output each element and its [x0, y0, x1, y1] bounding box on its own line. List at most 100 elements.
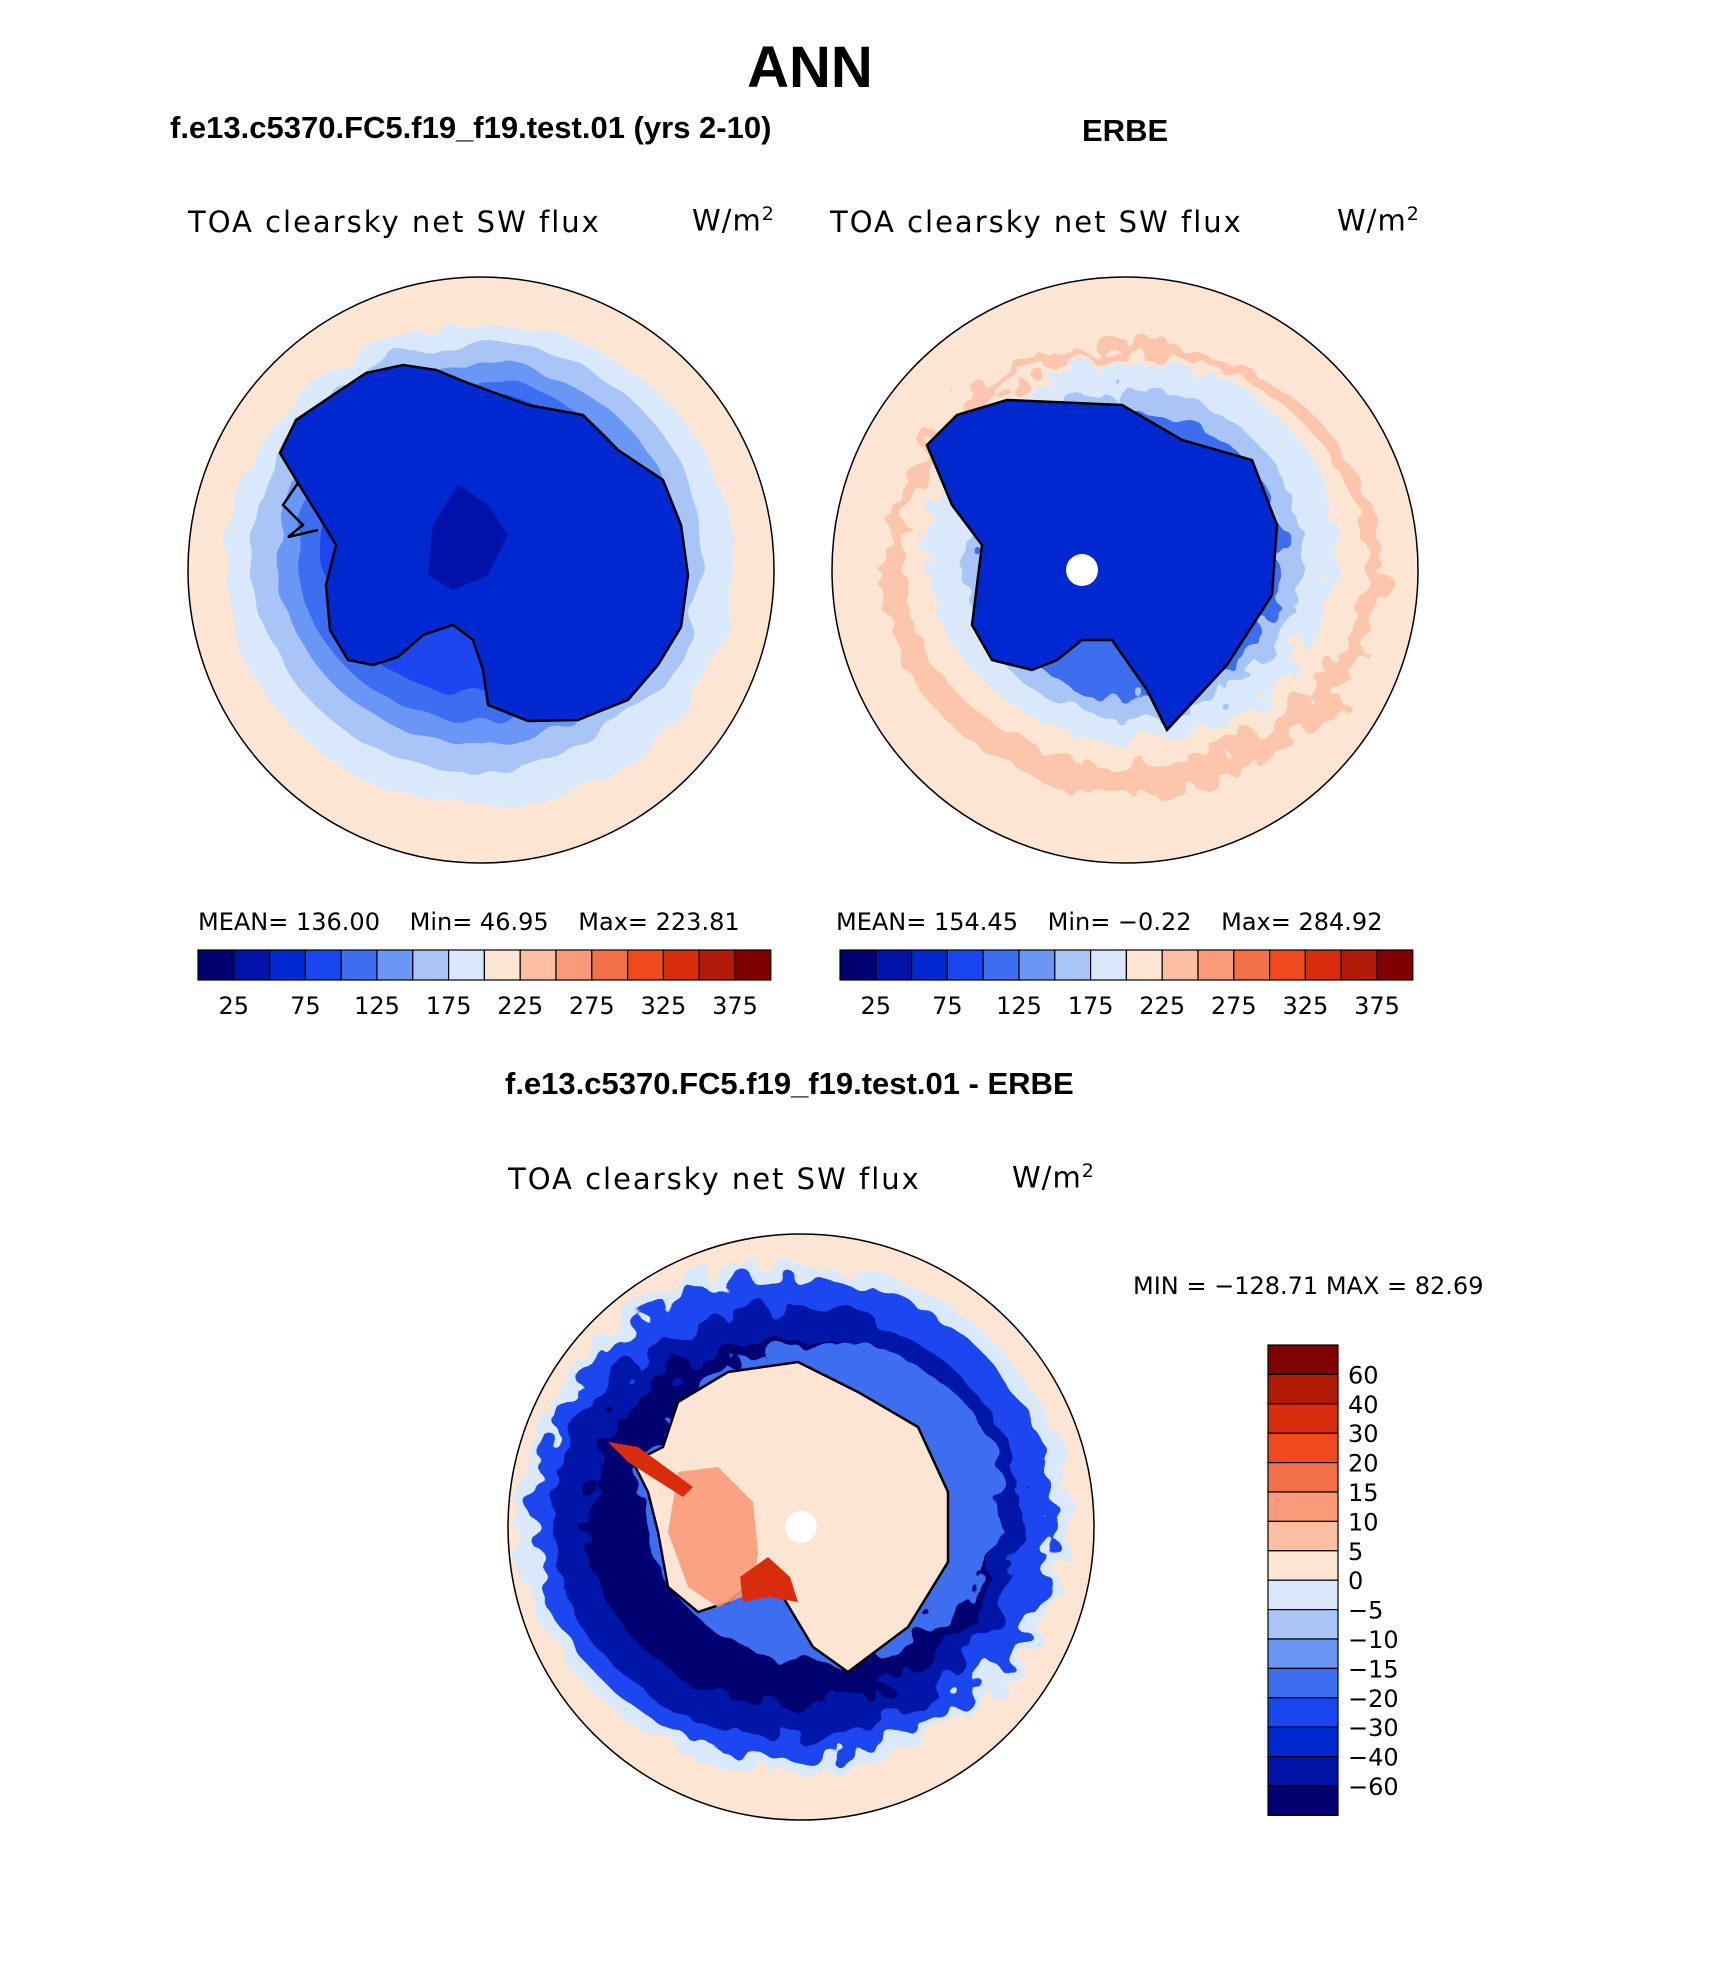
panel-1-max: Max= 223.81 — [578, 908, 740, 936]
panel-3-colorbar-tick-label: 60 — [1348, 1361, 1379, 1389]
panel-1-colorbar-swatch — [340, 949, 378, 981]
panel-3-title: f.e13.c5370.FC5.f19_f19.test.01 - ERBE — [505, 1066, 1074, 1101]
panel-1-units: W/m2 — [692, 203, 775, 238]
panel-3-colorbar-swatch — [1267, 1579, 1339, 1611]
panel-1-colorbar-swatch — [555, 949, 593, 981]
panel-3-colorbar-swatch — [1267, 1373, 1339, 1405]
panel-3-map — [507, 1233, 1095, 1821]
panel-3-colorbar-swatch — [1267, 1461, 1339, 1493]
panel-1-colorbar-swatch — [627, 949, 665, 981]
panel-2-stats: MEAN= 154.45 Min= −0.22 Max= 284.92 — [836, 908, 1382, 936]
panel-2-antarctica-coastline — [925, 398, 1279, 733]
panel-1-colorbar-tick-label: 175 — [426, 992, 472, 1020]
panel-2-colorbar-swatch — [875, 949, 913, 981]
panel-2-max: Max= 284.92 — [1221, 908, 1383, 936]
panel-3-colorbar-tick-label: 0 — [1348, 1567, 1363, 1595]
panel-2-colorbar-swatch — [1125, 949, 1163, 981]
panel-2-colorbar-swatch — [1018, 949, 1056, 981]
panel-1-colorbar-swatch — [197, 949, 235, 981]
panel-3-colorbar-swatch — [1267, 1344, 1339, 1375]
panel-2-map — [831, 276, 1419, 864]
panel-1-colorbar-swatch — [304, 949, 342, 981]
figure-title: ANN — [747, 35, 873, 100]
panel-3-pole-missing-data — [785, 1511, 817, 1543]
panel-3-colorbar-swatch — [1267, 1491, 1339, 1522]
panel-1-colorbar-tick-label: 25 — [219, 992, 250, 1020]
panel-3-colorbar-tick-label: 40 — [1348, 1391, 1379, 1419]
panel-3-positive-anomaly-peninsula — [608, 1442, 693, 1497]
panel-2-colorbar-swatch — [1304, 949, 1342, 981]
panel-3-positive-anomaly-ross — [740, 1557, 798, 1602]
panel-2-units: W/m2 — [1337, 203, 1420, 238]
panel-1-colorbar-tick-label: 125 — [354, 992, 400, 1020]
panel-3-colorbar-tick-label: 30 — [1348, 1420, 1379, 1448]
panel-1-colorbar-tick-label: 375 — [712, 992, 758, 1020]
panel-3-colorbar-swatch — [1267, 1550, 1339, 1581]
panel-1-mean: MEAN= 136.00 — [198, 908, 380, 936]
panel-3-colorbar-swatch — [1267, 1609, 1339, 1640]
panel-2-colorbar-tick-label: 275 — [1211, 992, 1257, 1020]
panel-1-title: f.e13.c5370.FC5.f19_f19.test.01 (yrs 2-1… — [170, 110, 772, 145]
panel-3-colorbar-tick-label: 15 — [1348, 1479, 1379, 1507]
panel-2-colorbar-swatch — [1340, 949, 1378, 981]
panel-2-colorbar-tick-label: 225 — [1139, 992, 1185, 1020]
panel-3-colorbar-tick-label: −10 — [1348, 1626, 1399, 1654]
panel-2-colorbar-tick-label: 175 — [1068, 992, 1114, 1020]
panel-1-peninsula-coast — [281, 482, 319, 539]
panel-3-colorbar-swatch — [1267, 1638, 1339, 1669]
panel-2-pole-missing-data — [1066, 554, 1098, 586]
panel-3-colorbar-swatch — [1267, 1726, 1339, 1758]
panel-1-colorbar-swatch — [591, 949, 629, 981]
panel-3-colorbar-swatch — [1267, 1520, 1339, 1552]
panel-1-interior-min — [428, 485, 508, 590]
panel-2-colorbar-tick-label: 325 — [1282, 992, 1328, 1020]
panel-3-colorbar-tick-label: 5 — [1348, 1538, 1363, 1566]
panel-3-colorbar-swatch — [1267, 1403, 1339, 1434]
panel-1-colorbar-swatch — [734, 949, 772, 981]
panel-2-colorbar-swatch — [1233, 949, 1271, 981]
panel-3-colorbar-tick-label: −20 — [1348, 1685, 1399, 1713]
panel-2-colorbar-swatch — [946, 949, 984, 981]
panel-2-colorbar-swatch — [910, 949, 948, 981]
panel-3-colorbar-swatch — [1267, 1697, 1339, 1728]
panel-2-colorbar-tick-label: 125 — [996, 992, 1042, 1020]
panel-3-min-max: MIN = −128.71 MAX = 82.69 — [1133, 1272, 1484, 1300]
panel-3-colorbar-swatch — [1267, 1785, 1339, 1816]
panel-3-map-boundary — [507, 1233, 1095, 1821]
panel-3-colorbar-tick-label: −30 — [1348, 1714, 1399, 1742]
panel-2-colorbar-swatch — [1090, 949, 1128, 981]
panel-3-colorbar-tick-label: 20 — [1348, 1450, 1379, 1478]
panel-1-colorbar-swatch — [448, 949, 486, 981]
panel-2-colorbar-swatch — [1197, 949, 1235, 981]
panel-1-map — [187, 276, 775, 864]
panel-3-colorbar-tick-label: 10 — [1348, 1508, 1379, 1536]
panel-3-colorbar-tick-label: −40 — [1348, 1744, 1399, 1772]
panel-3-colorbar-tick-label: −15 — [1348, 1655, 1399, 1683]
panel-1-colorbar-tick-label: 75 — [290, 992, 321, 1020]
panel-2-colorbar-swatch — [1054, 949, 1092, 981]
panel-1-colorbar-swatch — [233, 949, 271, 981]
panel-2-colorbar-swatch — [839, 949, 877, 981]
panel-2-colorbar-tick-label: 375 — [1354, 992, 1400, 1020]
panel-2-colorbar-swatch — [1376, 949, 1414, 981]
panel-2-colorbar-tick-label: 75 — [932, 992, 963, 1020]
panel-2-field-label: TOA clearsky net SW flux — [830, 205, 1243, 239]
panel-1-colorbar-tick-label: 225 — [497, 992, 543, 1020]
panel-1-colorbar-tick-label: 275 — [569, 992, 615, 1020]
panel-1-colorbar-tick-label: 325 — [640, 992, 686, 1020]
panel-1-min: Min= 46.95 — [409, 908, 549, 936]
panel-3-stats: MIN = −128.71 MAX = 82.69 — [1133, 1272, 1483, 1300]
panel-1-colorbar-swatch — [268, 949, 306, 981]
panel-3-colorbar-swatch — [1267, 1756, 1339, 1787]
panel-2-colorbar-swatch — [982, 949, 1020, 981]
panel-1-map-boundary — [187, 276, 775, 864]
panel-3-positive-anomaly-west — [668, 1467, 758, 1607]
panel-1-field-label: TOA clearsky net SW flux — [188, 205, 601, 239]
panel-2-colorbar-tick-label: 25 — [861, 992, 892, 1020]
panel-1-colorbar-swatch — [412, 949, 450, 981]
panel-3-colorbar-swatch — [1267, 1432, 1339, 1464]
panel-2-mean: MEAN= 154.45 — [836, 908, 1018, 936]
panel-3-colorbar-tick-label: −5 — [1348, 1597, 1383, 1625]
panel-2-min: Min= −0.22 — [1047, 908, 1192, 936]
